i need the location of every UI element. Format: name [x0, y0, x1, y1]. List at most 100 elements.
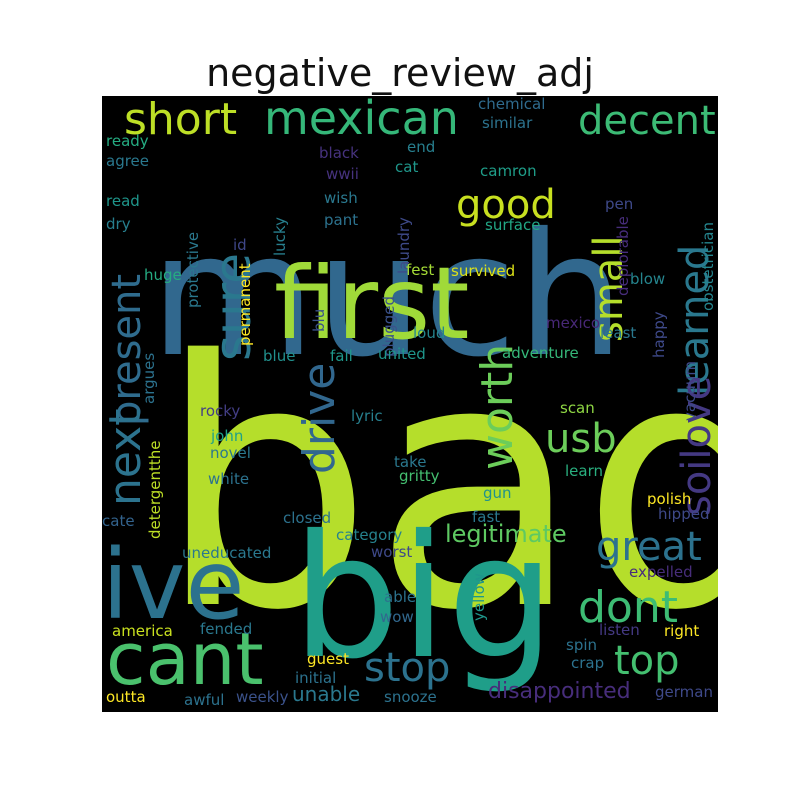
- word-cate: cate: [102, 512, 135, 530]
- word-lucky: lucky: [271, 217, 289, 256]
- word-deplorable: deplorable: [614, 216, 632, 296]
- word-wish: wish: [324, 189, 358, 207]
- word-polish: polish: [647, 490, 691, 508]
- word-least: least: [600, 324, 636, 342]
- word-fail: fail: [330, 347, 353, 365]
- word-wow: wow: [380, 608, 414, 626]
- word-top: top: [614, 638, 680, 684]
- word-mexico: mexico: [546, 314, 600, 332]
- word-soilove: soilove: [674, 376, 718, 516]
- word-read: read: [106, 192, 140, 210]
- word-john: john: [210, 427, 243, 445]
- word-pen: pen: [605, 195, 633, 213]
- word-id: id: [233, 236, 247, 254]
- word-uneducated: uneducated: [182, 544, 271, 562]
- word-much: much: [150, 197, 625, 395]
- word-huge: huge: [144, 266, 182, 284]
- word-novel: novel: [210, 444, 251, 462]
- word-right: right: [664, 622, 699, 640]
- word-usb: usb: [545, 416, 617, 462]
- word-able: able: [384, 588, 416, 606]
- word-awful: awful: [184, 691, 224, 709]
- word-decent: decent: [578, 98, 716, 144]
- word-take: take: [394, 453, 426, 471]
- word-closed: closed: [283, 509, 331, 527]
- word-stop: stop: [364, 645, 450, 691]
- word-blow: blow: [630, 270, 665, 288]
- word-survived: survived: [451, 262, 515, 280]
- word-cloud: bad much big first ive cant mexican short decent…: [102, 96, 718, 712]
- word-argues: argues: [140, 353, 158, 404]
- word-guest: guest: [307, 650, 349, 668]
- word-fast: fast: [472, 508, 500, 526]
- word-rocky: rocky: [200, 402, 240, 420]
- word-disappointed: disappointed: [488, 679, 631, 704]
- word-blu: blu: [310, 309, 328, 332]
- word-ive: ive: [102, 529, 245, 641]
- word-learn: learn: [565, 462, 603, 480]
- word-good: good: [456, 182, 556, 228]
- word-sure: sure: [204, 253, 262, 361]
- word-detergentthe: detergentthe: [146, 440, 164, 539]
- word-listen: listen: [599, 621, 640, 639]
- word-weekly: weekly: [236, 688, 289, 706]
- word-similar: similar: [482, 114, 533, 132]
- word-gun: gun: [483, 484, 512, 502]
- word-legitimate: legitimate: [445, 520, 567, 548]
- word-chemical: chemical: [478, 96, 545, 113]
- word-america: america: [112, 622, 173, 640]
- word-dont: dont: [578, 582, 678, 633]
- word-protective: protective: [184, 232, 202, 308]
- word-end: end: [407, 138, 435, 156]
- word-vacuum: vacuum: [681, 361, 699, 421]
- word-obstetrician: obstetrician: [699, 222, 717, 311]
- word-expelled: expelled: [629, 563, 693, 581]
- word-hipped: hipped: [658, 505, 709, 523]
- word-cat: cat: [395, 158, 418, 176]
- word-laundry: laundry: [395, 217, 413, 274]
- page-title: negative_review_adj: [206, 51, 594, 95]
- word-big: big: [292, 499, 555, 697]
- word-category: category: [336, 526, 402, 544]
- word-learned: learned: [672, 245, 718, 396]
- word-pant: pant: [324, 211, 358, 229]
- word-fest: fest: [406, 261, 434, 279]
- word-cant: cant: [106, 617, 264, 701]
- word-small: small: [586, 235, 632, 342]
- word-agree: agree: [106, 152, 149, 170]
- word-crap: crap: [571, 654, 604, 672]
- word-adventure: adventure: [502, 344, 579, 362]
- word-camron: camron: [480, 162, 537, 180]
- word-yellow: yellow: [470, 573, 488, 621]
- word-next: next: [102, 409, 151, 506]
- word-great: great: [596, 524, 702, 570]
- word-unable: unable: [292, 682, 360, 706]
- word-cloud-background: [102, 96, 718, 712]
- word-bad: bad: [157, 289, 718, 685]
- word-scan: scan: [560, 399, 595, 417]
- word-wwii: wwii: [326, 165, 359, 183]
- word-blue: blue: [263, 347, 295, 365]
- word-german: german: [655, 683, 713, 701]
- word-spin: spin: [566, 636, 597, 654]
- word-permanent: permanent: [236, 263, 254, 346]
- word-short: short: [124, 96, 237, 145]
- word-black: black: [319, 144, 359, 162]
- word-happy: happy: [650, 311, 668, 358]
- word-dry: dry: [106, 215, 131, 233]
- word-worst: worst: [371, 543, 412, 561]
- word-present: present: [104, 274, 150, 426]
- word-snooze: snooze: [384, 688, 437, 706]
- word-surface: surface: [485, 216, 540, 234]
- word-loud: loud: [413, 324, 445, 342]
- word-first: first: [274, 245, 469, 362]
- word-plugged: plugged: [380, 296, 398, 357]
- word-white: white: [208, 470, 249, 488]
- word-fended: fended: [200, 620, 252, 638]
- word-gritty: gritty: [399, 467, 440, 485]
- word-outta: outta: [106, 688, 146, 706]
- word-ready: ready: [106, 132, 149, 150]
- word-initial: initial: [295, 669, 336, 687]
